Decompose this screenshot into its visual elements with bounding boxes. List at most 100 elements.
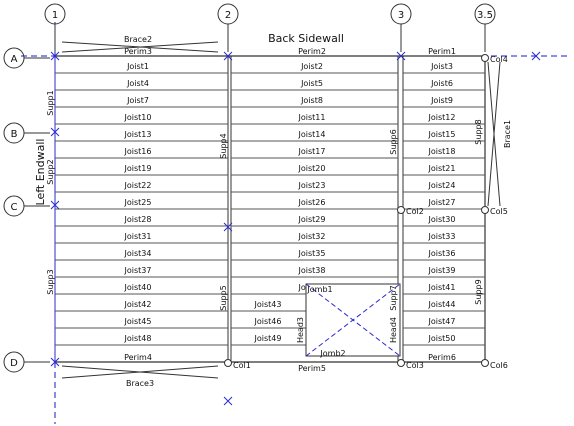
joist-label: Joist38 <box>298 266 326 275</box>
marker-a2[interactable] <box>223 51 233 61</box>
col6-node[interactable] <box>481 359 489 367</box>
joist-label: Joist7 <box>126 96 149 105</box>
joist-label: Joist14 <box>298 130 326 139</box>
joist-label: Joist39 <box>428 266 456 275</box>
joist-label: Joist47 <box>428 317 456 326</box>
head3-label: Head3 <box>296 317 305 343</box>
opening-diagonal-2 <box>305 283 401 357</box>
joist-label: Joist19 <box>124 164 152 173</box>
marker-c2[interactable] <box>223 222 233 232</box>
bubble-col-3-label: 3 <box>398 10 404 21</box>
bubble-col-35-label: 3.5 <box>477 10 493 21</box>
joist-rows: Joist1 Joist4 Joist7 Joist10 Joist13 Joist16 J… <box>55 62 485 346</box>
joist-label: Joist23 <box>298 181 326 190</box>
col3-label: Col3 <box>406 361 424 370</box>
bubble-col-1-label: 1 <box>52 10 58 21</box>
jomb1-label: Jomb1 <box>306 285 332 294</box>
joist-label: Joist36 <box>428 249 456 258</box>
braces: Brace2 Brace3 Brace1 <box>61 35 512 388</box>
joist-label: Joist20 <box>298 164 326 173</box>
support-labels: Supp1 Supp2 Supp3 Supp4 Supp5 Supp6 Supp… <box>46 90 483 310</box>
joist-label: Joist35 <box>298 249 326 258</box>
marker-b1[interactable] <box>50 127 60 137</box>
joist-label: Joist8 <box>300 96 323 105</box>
supp6-label: Supp6 <box>389 129 398 154</box>
joist-label: Joist24 <box>428 181 456 190</box>
marker-a3[interactable] <box>396 51 406 61</box>
opening-joist-label: Joist49 <box>254 334 282 343</box>
marker-d1[interactable] <box>50 357 60 367</box>
joist-label: Joist16 <box>124 147 152 156</box>
joist-label: Joist1 <box>126 62 149 71</box>
joist-label: Joist40 <box>124 283 152 292</box>
marker-a1[interactable] <box>50 51 60 61</box>
joist-label: Joist9 <box>430 96 453 105</box>
supp4-label: Supp4 <box>219 133 228 158</box>
head4-label: Head4 <box>389 317 398 343</box>
jomb2-label: Jomb2 <box>319 349 345 358</box>
perim6-label: Perim6 <box>428 353 456 362</box>
joist-label: Joist44 <box>428 300 456 309</box>
supp5-label: Supp5 <box>219 285 228 310</box>
marker-a-end[interactable] <box>531 51 541 61</box>
col2-label: Col2 <box>406 207 424 216</box>
joist-label: Joist31 <box>124 232 152 241</box>
joist-label: Joist21 <box>428 164 456 173</box>
back-sidewall-title: Back Sidewall <box>268 32 344 45</box>
joist-label: Joist28 <box>124 215 152 224</box>
joist-label: Joist17 <box>298 147 326 156</box>
joist-label: Joist3 <box>430 62 453 71</box>
joist-label: Joist5 <box>300 79 323 88</box>
joist-label: Joist12 <box>428 113 456 122</box>
col4-label: Col4 <box>490 55 508 64</box>
supp2-label: Supp2 <box>46 159 55 184</box>
joist-label: Joist6 <box>430 79 453 88</box>
brace2-shape[interactable] <box>61 41 219 53</box>
joist-label: Joist33 <box>428 232 456 241</box>
supp9-label: Supp9 <box>474 279 483 304</box>
joist-label: Joist37 <box>124 266 152 275</box>
brace2-label: Brace2 <box>124 35 152 44</box>
joist-label: Joist2 <box>300 62 323 71</box>
joist-label: Joist34 <box>124 249 152 258</box>
col2-node[interactable] <box>397 206 405 214</box>
col5-node[interactable] <box>481 206 489 214</box>
col4-node[interactable] <box>481 54 489 62</box>
brace1-label: Brace1 <box>503 120 512 148</box>
marker-d2-below[interactable] <box>223 396 233 406</box>
perim1-label: Perim1 <box>428 47 456 56</box>
perim3-label: Perim3 <box>124 47 152 56</box>
joist-label: Joist11 <box>298 113 326 122</box>
col1-node[interactable] <box>224 359 232 367</box>
joist-label: Joist15 <box>428 130 456 139</box>
perimeter-labels: Perim3 Perim2 Perim1 Perim4 Perim5 Perim… <box>124 47 456 373</box>
supp3-label: Supp3 <box>46 269 55 294</box>
marker-c1[interactable] <box>50 200 60 210</box>
supp8-label: Supp8 <box>474 119 483 144</box>
bubble-row-c-label: C <box>11 202 18 213</box>
joist-label: Joist18 <box>428 147 456 156</box>
brace3-shape[interactable] <box>61 365 219 379</box>
row-bubbles: A B C D <box>3 47 50 373</box>
joist-label: Joist4 <box>126 79 149 88</box>
opening: Jomb1 Jomb2 Head3 Head4 <box>296 283 401 358</box>
joist-label: Joist32 <box>298 232 326 241</box>
supp1-label: Supp1 <box>46 90 55 115</box>
left-endwall-title: Left Endwall <box>34 139 47 206</box>
joist-label: Joist13 <box>124 130 152 139</box>
bubble-row-b-label: B <box>11 129 18 140</box>
bubble-row-d-label: D <box>10 358 18 369</box>
brace1-shape[interactable] <box>487 61 501 207</box>
joist-label: Joist27 <box>428 198 456 207</box>
brace3-label: Brace3 <box>126 379 154 388</box>
col3-node[interactable] <box>397 359 405 367</box>
supp7-label: Supp7 <box>389 285 398 310</box>
joist-label: Joist42 <box>124 300 152 309</box>
perim4-label: Perim4 <box>124 353 152 362</box>
bubble-col-2-label: 2 <box>225 10 231 21</box>
joist-label: Joist10 <box>124 113 152 122</box>
perim2-label: Perim2 <box>298 47 326 56</box>
col1-label: Col1 <box>233 361 251 370</box>
